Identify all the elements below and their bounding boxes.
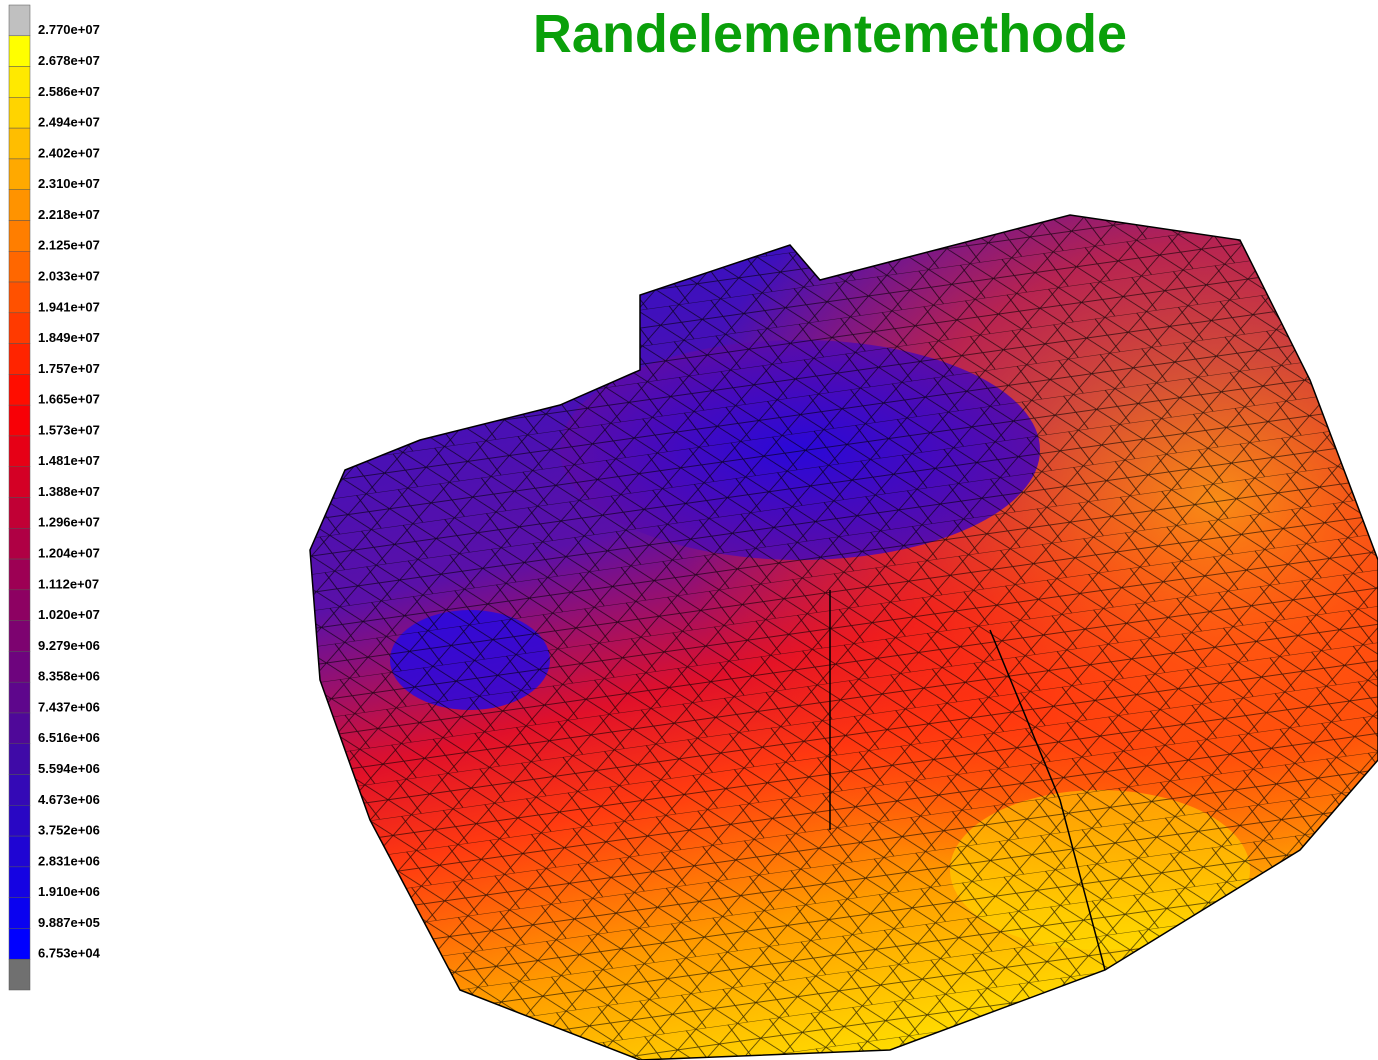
legend-label: 1.204e+07 bbox=[38, 546, 100, 561]
legend-label: 8.358e+06 bbox=[38, 669, 100, 684]
legend-swatch bbox=[9, 528, 30, 559]
legend-swatch bbox=[9, 559, 30, 590]
legend-swatch bbox=[9, 5, 30, 36]
legend-swatch bbox=[9, 251, 30, 282]
legend-swatch bbox=[9, 97, 30, 128]
legend-label: 2.402e+07 bbox=[38, 145, 100, 160]
legend-label: 6.753e+04 bbox=[38, 946, 101, 961]
legend-label: 5.594e+06 bbox=[38, 761, 100, 776]
legend-swatch bbox=[9, 436, 30, 467]
legend-swatch bbox=[9, 590, 30, 621]
legend-label: 1.112e+07 bbox=[38, 576, 99, 591]
legend-label: 1.757e+07 bbox=[38, 361, 100, 376]
legend-swatch bbox=[9, 867, 30, 898]
legend-label: 1.296e+07 bbox=[38, 515, 100, 530]
legend-swatch bbox=[9, 128, 30, 159]
legend-swatch bbox=[9, 713, 30, 744]
legend-swatch bbox=[9, 651, 30, 682]
legend-swatch bbox=[9, 374, 30, 405]
legend-label: 2.494e+07 bbox=[38, 115, 100, 130]
legend-label: 6.516e+06 bbox=[38, 730, 100, 745]
legend-label: 4.673e+06 bbox=[38, 792, 100, 807]
title: Randelementemethode bbox=[533, 4, 1127, 64]
legend-label: 1.481e+07 bbox=[38, 453, 100, 468]
legend-label: 1.020e+07 bbox=[38, 607, 100, 622]
legend-swatch bbox=[9, 959, 30, 990]
legend-label: 1.849e+07 bbox=[38, 330, 100, 345]
legend-swatch bbox=[9, 67, 30, 98]
legend-label: 3.752e+06 bbox=[38, 823, 100, 838]
legend-swatch bbox=[9, 775, 30, 806]
legend-swatch bbox=[9, 36, 30, 67]
legend-swatch bbox=[9, 220, 30, 251]
legend-swatch bbox=[9, 405, 30, 436]
legend-swatch bbox=[9, 498, 30, 529]
legend-swatch bbox=[9, 744, 30, 775]
legend-swatch bbox=[9, 928, 30, 959]
legend-label: 1.573e+07 bbox=[38, 422, 100, 437]
legend-label: 2.218e+07 bbox=[38, 207, 100, 222]
legend-label: 7.437e+06 bbox=[38, 699, 100, 714]
legend-label: 2.678e+07 bbox=[38, 53, 100, 68]
legend-swatch bbox=[9, 467, 30, 498]
legend-label: 1.910e+06 bbox=[38, 884, 100, 899]
legend-swatch bbox=[9, 313, 30, 344]
legend-swatch bbox=[9, 805, 30, 836]
legend-label: 2.770e+07 bbox=[38, 22, 100, 37]
legend-label: 2.033e+07 bbox=[38, 268, 100, 283]
mesh-model bbox=[300, 200, 1378, 1060]
legend-label: 1.941e+07 bbox=[38, 299, 100, 314]
legend-label: 2.586e+07 bbox=[38, 84, 100, 99]
legend-swatch bbox=[9, 621, 30, 652]
legend-swatch bbox=[9, 344, 30, 375]
legend-label: 9.887e+05 bbox=[38, 915, 100, 930]
legend-label: 9.279e+06 bbox=[38, 638, 100, 653]
legend-swatch bbox=[9, 190, 30, 221]
legend-label: 2.831e+06 bbox=[38, 853, 100, 868]
legend-label: 1.388e+07 bbox=[38, 484, 100, 499]
legend-label: 2.310e+07 bbox=[38, 176, 100, 191]
legend-label: 1.665e+07 bbox=[38, 392, 100, 407]
legend-label: 2.125e+07 bbox=[38, 238, 100, 253]
legend-swatch bbox=[9, 159, 30, 190]
legend-swatch bbox=[9, 898, 30, 929]
page: Randelementemethode 2.770e+072.678e+072.… bbox=[0, 0, 1378, 1060]
legend-swatch bbox=[9, 682, 30, 713]
color-legend: 2.770e+07 2.678e+07 2.586e+07 2.494e+07 2.40… bbox=[9, 5, 101, 990]
legend-swatch bbox=[9, 836, 30, 867]
legend-swatch bbox=[9, 282, 30, 313]
